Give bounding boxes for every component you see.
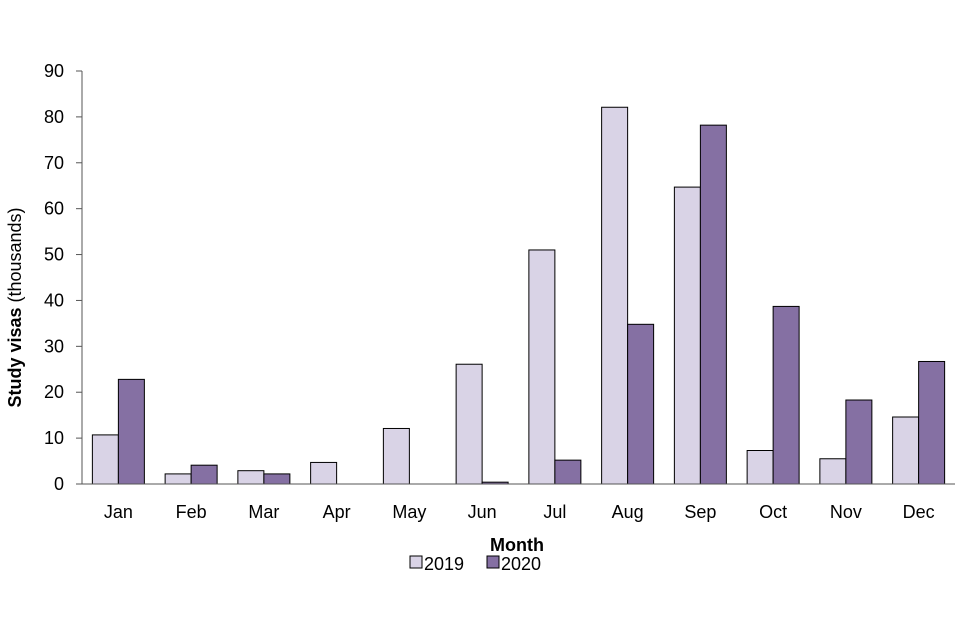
x-tick-label-may: May (392, 502, 426, 522)
x-tick-label-jan: Jan (104, 502, 133, 522)
x-tick-label-apr: Apr (323, 502, 351, 522)
bar-2019-dec (892, 416, 920, 485)
bar-2020-jul (554, 459, 582, 485)
x-tick-label-jun: Jun (468, 502, 497, 522)
bar-2020-jan (117, 378, 145, 485)
bar-2019-aug (601, 106, 629, 485)
y-axis-title-bold: Study visas (5, 308, 25, 408)
bars (91, 106, 946, 485)
bar-2020-feb (190, 464, 218, 485)
bar-2019-mar (237, 470, 265, 485)
legend-label-2019: 2019 (424, 554, 464, 574)
legend-label-2020: 2020 (501, 554, 541, 574)
legend-swatch-2020 (486, 555, 500, 569)
legend-swatch-2019 (409, 555, 423, 569)
y-tick-label: 60 (44, 199, 64, 219)
bar-2020-oct (772, 305, 800, 485)
bar-2019-apr (310, 461, 338, 485)
bar-2020-aug (627, 323, 655, 485)
x-tick-label-nov: Nov (830, 502, 862, 522)
y-tick-label: 50 (44, 245, 64, 265)
bar-2019-feb (164, 473, 192, 485)
x-axis-title: Month (490, 535, 544, 555)
y-tick-label: 40 (44, 290, 64, 310)
y-tick-label: 90 (44, 61, 64, 81)
x-tick-label-dec: Dec (903, 502, 935, 522)
bar-2019-sep (673, 186, 701, 485)
x-tick-label-mar: Mar (248, 502, 279, 522)
x-tick-label-sep: Sep (684, 502, 716, 522)
y-tick-label: 70 (44, 153, 64, 173)
y-tick-label: 30 (44, 336, 64, 356)
bar-2019-nov (819, 458, 847, 485)
y-tick-label: 20 (44, 382, 64, 402)
y-tick-label: 10 (44, 428, 64, 448)
y-tick-label: 80 (44, 107, 64, 127)
bar-2020-nov (845, 399, 873, 485)
bar-2019-jan (91, 434, 119, 485)
y-axis-title: Study visas (thousands) (5, 207, 25, 407)
x-tick-label-oct: Oct (759, 502, 787, 522)
bar-2020-mar (263, 473, 291, 485)
bar-2020-dec (918, 360, 946, 485)
y-axis-ticks: 0 10 20 30 40 50 60 70 80 90 (44, 61, 82, 494)
bar-2019-jul (528, 249, 556, 485)
legend: 2019 2020 (409, 554, 541, 574)
x-tick-label-aug: Aug (612, 502, 644, 522)
x-tick-label-feb: Feb (176, 502, 207, 522)
bar-2019-jun (455, 363, 483, 485)
x-axis-tick-labels: Jan Feb Mar Apr May Jun Jul Aug Sep Oct Nov Dec (104, 502, 935, 522)
bar-2019-may (382, 427, 410, 485)
bar-2020-sep (699, 124, 727, 485)
y-axis-title-rest: (thousands) (5, 207, 25, 307)
x-tick-label-jul: Jul (543, 502, 566, 522)
bar-2019-oct (746, 450, 774, 485)
y-tick-label: 0 (54, 474, 64, 494)
